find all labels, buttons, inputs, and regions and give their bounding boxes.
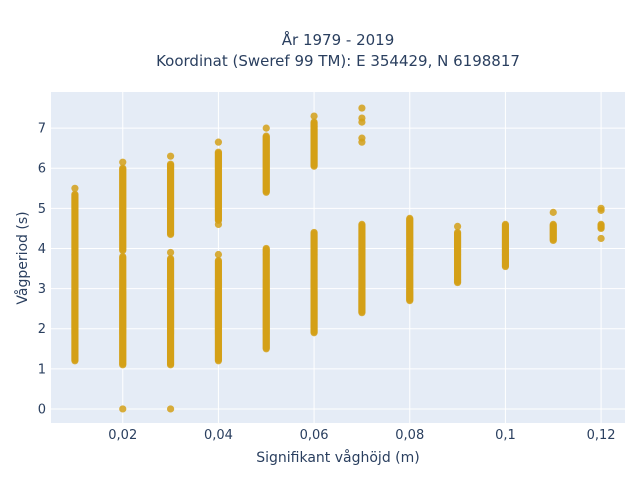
data-point (71, 190, 79, 198)
y-axis-title: Vågperiod (s) (14, 211, 31, 304)
data-point (214, 250, 223, 259)
x-tick-label: 0,08 (395, 428, 424, 443)
data-point (262, 132, 270, 140)
x-tick-label: 0,04 (204, 428, 233, 443)
data-point (166, 405, 175, 413)
x-tick-label: 0,1 (495, 428, 516, 443)
chart-title-line1: År 1979 - 2019 (282, 30, 395, 49)
data-point (119, 158, 127, 166)
data-point (262, 244, 270, 253)
chart-title-line2: Koordinat (Sweref 99 TM): E 354429, N 61… (156, 52, 520, 70)
y-tick-label: 6 (38, 162, 46, 177)
data-point (358, 220, 366, 228)
x-tick-label: 0,12 (587, 428, 616, 443)
data-point (597, 234, 605, 243)
data-point (549, 220, 557, 228)
y-tick-label: 0 (38, 402, 46, 417)
x-tick-label: 0,02 (108, 428, 137, 443)
data-point (214, 220, 223, 228)
data-point (119, 252, 127, 261)
y-tick-label: 4 (38, 242, 46, 257)
data-point (310, 228, 318, 237)
data-point (214, 138, 223, 146)
y-tick-label: 2 (38, 322, 46, 337)
data-point (597, 204, 605, 212)
data-point (166, 248, 175, 257)
data-point (310, 118, 318, 126)
y-tick-label: 7 (38, 122, 46, 137)
data-point (166, 160, 175, 168)
data-point (358, 114, 366, 122)
data-point (501, 220, 510, 228)
y-tick-label: 1 (38, 362, 46, 377)
data-point (119, 405, 127, 413)
data-point (214, 256, 223, 265)
y-tick-labels: 0 1 2 3 4 5 6 7 (38, 122, 46, 418)
data-point (71, 184, 79, 192)
grid-lines (51, 92, 625, 423)
data-point (549, 208, 557, 216)
y-tick-label: 5 (38, 202, 46, 217)
data-point (166, 152, 175, 160)
data-point (453, 228, 462, 237)
data-point (166, 254, 175, 263)
data-point (262, 124, 270, 132)
data-point (119, 164, 127, 172)
data-point (358, 104, 366, 112)
data-point (453, 222, 462, 231)
data-point (310, 112, 318, 120)
data-point (597, 220, 605, 228)
x-tick-labels: 0,02 0,04 0,06 0,08 0,1 0,12 (108, 428, 615, 443)
data-point (214, 148, 223, 156)
x-tick-label: 0,06 (300, 428, 329, 443)
data-point (406, 214, 414, 222)
x-axis-title: Signifikant våghöjd (m) (256, 449, 419, 466)
plot-area (51, 92, 625, 423)
y-tick-label: 3 (38, 282, 46, 297)
data-point (358, 134, 366, 142)
data-points (71, 104, 605, 413)
